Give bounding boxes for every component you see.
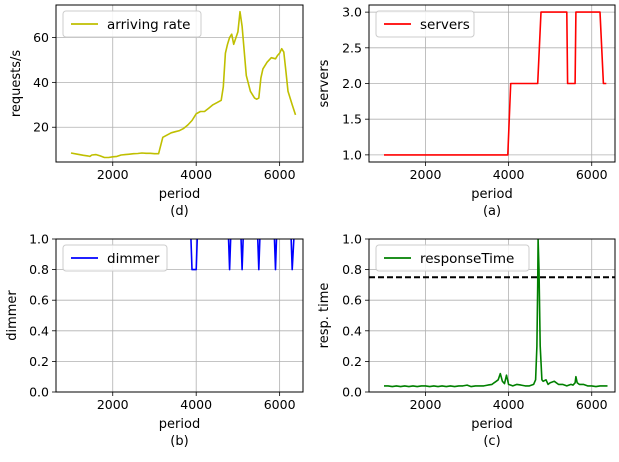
legend-box (375, 244, 530, 272)
series-line-arriving-rate (70, 10, 297, 159)
y-tick-label: 40 (33, 75, 49, 90)
x-tick-label: 2000 (410, 167, 442, 182)
y-tick-label: 0.0 (342, 385, 362, 400)
y-tick-label: 1.0 (342, 147, 362, 162)
panel-caption: (d) (170, 204, 188, 219)
x-axis-label: period (471, 187, 512, 202)
panel-dimmer: 2000 4000 6000 0.0 0.2 0.4 0.6 0.8 1.0 period (b) d… (5, 232, 304, 449)
y-tick-label: 1.5 (342, 112, 362, 127)
y-tick-label: 1.0 (29, 232, 49, 247)
y-tick-label: 2.5 (342, 40, 362, 55)
x-tick-label: 6000 (576, 167, 608, 182)
x-axis-label: period (159, 187, 200, 202)
y-axis-label: dimmer (5, 290, 20, 341)
plot-area (384, 11, 607, 156)
legend: servers (375, 10, 475, 38)
y-axis-label: servers (317, 59, 332, 107)
legend: responseTime (375, 244, 530, 272)
y-tick-label: 0.4 (29, 323, 49, 338)
y-axis-label: requests/s (9, 50, 24, 118)
y-tick-label: 0.2 (29, 354, 49, 369)
plot-area (70, 10, 297, 159)
series-line-responsetime (384, 239, 608, 388)
x-axis-label: period (471, 417, 512, 432)
x-tick-label: 4000 (493, 167, 525, 182)
y-tick-label: 0.4 (342, 323, 362, 338)
x-tick-label: 2000 (97, 167, 129, 182)
legend-label: dimmer (107, 251, 160, 267)
y-tick-label: 0.2 (342, 354, 362, 369)
y-tick-label: 0.6 (342, 293, 362, 308)
legend-box (62, 10, 202, 38)
legend: arriving rate (62, 10, 202, 38)
axes-frame (55, 238, 304, 393)
y-tick-label: 0.0 (29, 385, 49, 400)
legend-label: servers (420, 17, 470, 33)
panel-caption: (b) (170, 434, 188, 449)
y-axis-label: resp. time (317, 283, 332, 349)
legend-box (375, 10, 475, 38)
panel-servers: 2000 4000 6000 1.0 1.5 2.0 2.5 3.0 period (a) serv… (317, 4, 616, 219)
y-tick-label: 1.0 (342, 232, 362, 247)
plot-area (369, 239, 615, 388)
legend-label: responseTime (420, 251, 514, 267)
legend-box (62, 244, 168, 272)
y-tick-label: 0.8 (29, 262, 49, 277)
x-tick-label: 2000 (97, 397, 129, 412)
legend-label: arriving rate (107, 17, 190, 33)
series-line-servers (384, 11, 607, 156)
y-tick-label: 60 (33, 30, 49, 45)
legend: dimmer (62, 244, 168, 272)
y-tick-label: 20 (33, 120, 49, 135)
x-tick-label: 6000 (264, 167, 296, 182)
axes-frame (368, 238, 616, 393)
y-tick-label: 3.0 (342, 5, 362, 20)
panel-response: 2000 4000 6000 0.0 0.2 0.4 0.6 0.8 1.0 period (c) r… (317, 232, 616, 449)
x-tick-label: 4000 (180, 397, 212, 412)
panel-caption: (a) (483, 204, 501, 219)
panel-caption: (c) (483, 434, 500, 449)
panel-arrival: 2000 4000 6000 20 40 60 period (d) requests/s arr… (9, 4, 304, 219)
x-axis-label: period (159, 417, 200, 432)
axes-frame (55, 4, 304, 163)
x-tick-label: 4000 (180, 167, 212, 182)
x-tick-label: 6000 (264, 397, 296, 412)
x-tick-label: 2000 (410, 397, 442, 412)
x-tick-label: 6000 (576, 397, 608, 412)
y-tick-label: 0.8 (342, 262, 362, 277)
y-tick-label: 0.6 (29, 293, 49, 308)
x-tick-label: 4000 (493, 397, 525, 412)
y-tick-label: 2.0 (342, 76, 362, 91)
